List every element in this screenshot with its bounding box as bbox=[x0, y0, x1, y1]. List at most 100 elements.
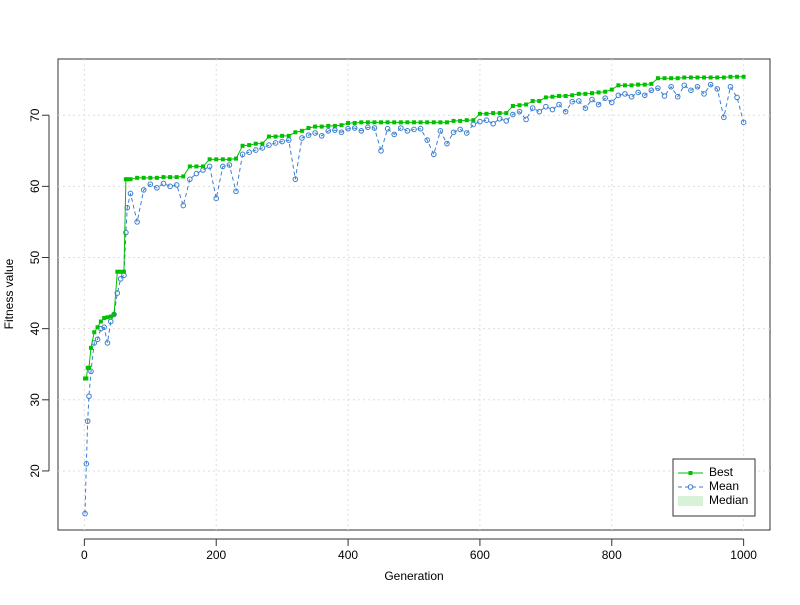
best-point bbox=[484, 111, 489, 116]
mean-point bbox=[104, 340, 111, 346]
mean-point bbox=[160, 180, 167, 187]
best-point bbox=[98, 319, 103, 324]
mean-point bbox=[266, 142, 272, 148]
mean-point bbox=[740, 119, 747, 126]
best-point bbox=[464, 118, 469, 123]
best-point bbox=[431, 120, 436, 125]
mean-point bbox=[674, 93, 681, 100]
best-point bbox=[319, 124, 324, 129]
best-point bbox=[128, 177, 133, 182]
best-point bbox=[352, 121, 357, 126]
best-point bbox=[524, 102, 529, 107]
best-point bbox=[715, 75, 720, 80]
best-point bbox=[412, 120, 416, 125]
best-point bbox=[95, 325, 100, 330]
best-point bbox=[125, 177, 130, 182]
x-tick-label: 200 bbox=[206, 548, 226, 562]
best-point bbox=[92, 330, 97, 335]
best-point bbox=[642, 82, 647, 87]
mean-point bbox=[681, 82, 688, 89]
mean-point bbox=[312, 130, 318, 136]
mean-point bbox=[94, 336, 101, 343]
best-point bbox=[682, 75, 687, 80]
mean-point bbox=[463, 130, 470, 136]
best-point bbox=[405, 120, 410, 125]
best-point bbox=[636, 82, 641, 87]
y-tick-label: 30 bbox=[28, 393, 42, 407]
best-point bbox=[616, 83, 621, 88]
legend-band bbox=[678, 496, 703, 506]
mean-point bbox=[549, 106, 556, 113]
mean-point bbox=[86, 393, 92, 400]
best-point bbox=[504, 111, 509, 116]
mean-point bbox=[398, 125, 404, 131]
best-point bbox=[702, 75, 707, 80]
best-point bbox=[161, 175, 166, 180]
best-point bbox=[530, 98, 535, 103]
best-point bbox=[280, 133, 285, 138]
mean-point bbox=[430, 151, 437, 158]
best-point bbox=[214, 157, 219, 162]
best-point bbox=[583, 91, 588, 96]
best-point bbox=[557, 93, 562, 98]
best-point bbox=[187, 164, 192, 169]
best-point bbox=[603, 89, 608, 94]
best-point bbox=[550, 94, 555, 99]
mean-point bbox=[595, 101, 602, 108]
mean-point bbox=[220, 163, 226, 170]
best-point bbox=[497, 111, 502, 116]
best-point bbox=[543, 95, 548, 100]
best-point bbox=[234, 156, 238, 161]
best-point bbox=[112, 312, 117, 317]
best-point bbox=[86, 365, 91, 370]
mean-point bbox=[635, 89, 641, 96]
best-point bbox=[669, 76, 674, 81]
best-point bbox=[458, 118, 463, 123]
mean-point bbox=[239, 151, 246, 158]
y-tick-label: 40 bbox=[28, 322, 42, 336]
best-point bbox=[379, 120, 384, 125]
mean-point bbox=[107, 318, 114, 325]
mean-point bbox=[516, 108, 523, 115]
best-point bbox=[570, 93, 575, 98]
best-point bbox=[425, 120, 430, 125]
y-axis-label: Fitness value bbox=[2, 258, 16, 329]
mean-point bbox=[707, 81, 714, 88]
best-point bbox=[365, 120, 370, 125]
legend-label: Mean bbox=[709, 479, 739, 493]
best-point bbox=[299, 128, 304, 133]
best-point bbox=[273, 134, 278, 139]
best-point bbox=[121, 269, 126, 274]
mean-point bbox=[84, 418, 91, 424]
best-point bbox=[563, 93, 568, 98]
best-point bbox=[240, 143, 245, 148]
best-point bbox=[108, 314, 113, 319]
mean-point bbox=[641, 92, 648, 99]
best-point bbox=[306, 126, 311, 131]
best-point bbox=[372, 120, 377, 125]
best-point bbox=[491, 111, 496, 116]
mean-point bbox=[444, 140, 450, 147]
best-point bbox=[688, 75, 693, 80]
best-point bbox=[735, 74, 740, 79]
mean-point bbox=[661, 93, 668, 99]
mean-point bbox=[378, 147, 384, 154]
best-point bbox=[201, 164, 206, 169]
mean-point bbox=[299, 135, 305, 141]
best-point bbox=[398, 120, 403, 125]
best-point bbox=[102, 315, 107, 320]
x-tick-label: 400 bbox=[338, 548, 358, 562]
best-point bbox=[207, 157, 212, 162]
best-point bbox=[451, 118, 456, 123]
mean-point bbox=[721, 114, 727, 121]
best-point bbox=[247, 143, 252, 148]
x-axis-label: Generation bbox=[384, 569, 443, 583]
mean-point bbox=[358, 128, 365, 134]
mean-point bbox=[477, 118, 483, 125]
plot-frame bbox=[57, 58, 771, 531]
mean-point bbox=[576, 98, 582, 104]
mean-point bbox=[391, 131, 398, 138]
best-point bbox=[227, 157, 232, 162]
best-point bbox=[293, 130, 298, 135]
